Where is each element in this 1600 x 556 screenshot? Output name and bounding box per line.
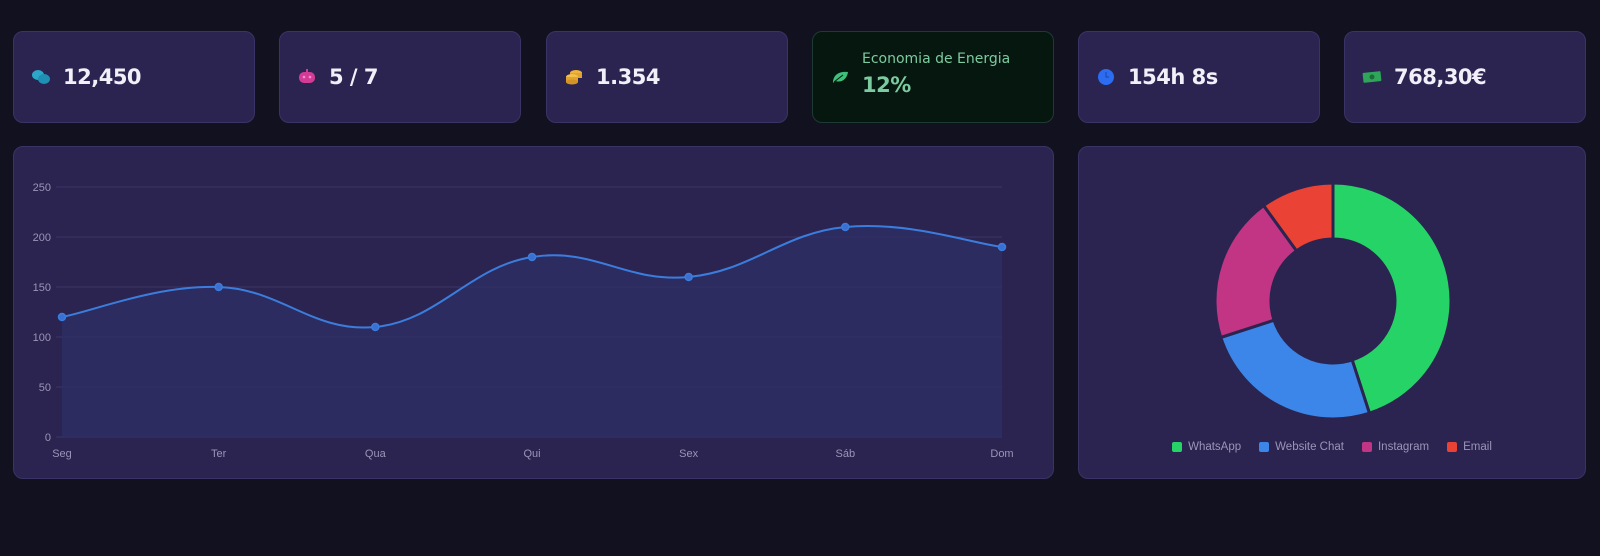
stat-card-energy-savings: Economia de Energia 12% (812, 31, 1054, 123)
money-bill-icon (1362, 67, 1382, 87)
stat-value: 5 / 7 (329, 65, 379, 89)
donut-chart (1213, 181, 1453, 421)
stat-card-bots: 5 / 7 (279, 31, 521, 123)
line-area-fill (62, 225, 1002, 437)
y-tick-label: 50 (39, 382, 51, 394)
data-point[interactable] (997, 242, 1007, 252)
stat-value: 12,450 (63, 65, 142, 89)
clock-icon (1096, 67, 1116, 87)
x-tick-label: Seg (52, 448, 72, 460)
stat-value: 1.354 (596, 65, 660, 89)
coins-icon (564, 67, 584, 87)
donut-slice-email[interactable] (1261, 181, 1335, 253)
stat-label: Economia de Energia (862, 51, 1011, 67)
stat-card-messages: 12,450 (13, 31, 255, 123)
legend-swatch (1447, 442, 1458, 452)
x-tick-label: Sex (679, 448, 698, 460)
y-tick-label: 250 (33, 182, 51, 194)
legend-item[interactable]: WhatsApp (1172, 441, 1241, 453)
legend-swatch (1172, 442, 1183, 452)
chart-legend: WhatsApp Website Chat Instagram Email (1079, 441, 1585, 453)
legend-swatch (1361, 442, 1372, 452)
data-point[interactable] (57, 312, 67, 322)
legend-item[interactable]: Email (1447, 441, 1492, 453)
donut-slice-website-chat[interactable] (1218, 318, 1372, 421)
data-point[interactable] (214, 282, 223, 292)
y-tick-label: 200 (33, 232, 51, 244)
y-tick-label: 0 (45, 432, 51, 444)
stat-value: 768,30€ (1394, 65, 1487, 89)
robot-icon (297, 67, 317, 87)
x-tick-label: Qua (365, 448, 387, 460)
stat-value: 12% (862, 73, 911, 97)
line-chart-card: 0 50 100 150 200 250 Seg Ter Qua Qui Sex Sáb Dom (13, 146, 1054, 479)
x-tick-label: Qui (523, 448, 540, 460)
data-point[interactable] (841, 222, 850, 232)
y-tick-label: 150 (33, 282, 51, 294)
data-point[interactable] (684, 272, 693, 282)
donut-chart-card: WhatsApp Website Chat Instagram Email (1078, 146, 1586, 479)
legend-label: Email (1463, 441, 1492, 453)
legend-item[interactable]: Website Chat (1259, 441, 1344, 453)
stat-value: 154h 8s (1128, 65, 1218, 89)
leaf-icon (830, 67, 850, 87)
stat-card-revenue: 768,30€ (1344, 31, 1586, 123)
y-tick-label: 100 (33, 332, 51, 344)
legend-label: WhatsApp (1188, 441, 1242, 453)
donut-slice-instagram[interactable] (1213, 203, 1299, 340)
data-point[interactable] (371, 322, 380, 332)
x-tick-label: Ter (211, 448, 227, 460)
x-tick-label: Sáb (836, 448, 856, 460)
chat-bubbles-icon (31, 67, 51, 87)
legend-label: Instagram (1377, 441, 1430, 453)
stat-card-time: 154h 8s (1078, 31, 1320, 123)
legend-label: Website Chat (1275, 441, 1344, 453)
x-tick-label: Dom (990, 448, 1013, 460)
data-point[interactable] (527, 252, 537, 262)
line-chart: 0 50 100 150 200 250 Seg Ter Qua Qui Sex Sáb Dom (33, 182, 1014, 460)
stat-card-coins: 1.354 (546, 31, 788, 123)
legend-item[interactable]: Instagram (1361, 441, 1430, 453)
legend-swatch (1259, 442, 1270, 452)
donut-slice-whatsapp[interactable] (1331, 181, 1453, 416)
